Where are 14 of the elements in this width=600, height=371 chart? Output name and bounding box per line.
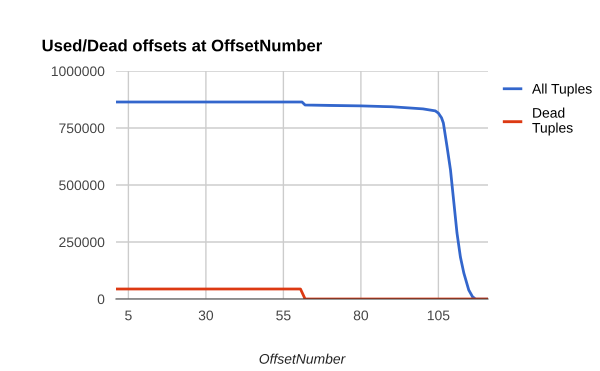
- y-tick-label: 250000: [59, 237, 104, 248]
- y-tick-label: 750000: [59, 123, 104, 134]
- x-axis-title: OffsetNumber: [260, 354, 346, 364]
- x-tick-label: 5: [125, 310, 132, 320]
- y-tick-label: 0: [98, 294, 104, 304]
- x-tick-label: 80: [354, 310, 368, 320]
- x-tick-label: 105: [428, 310, 450, 320]
- legend-label: Dead Tuples: [532, 108, 573, 136]
- legend-label: All Tuples: [532, 84, 592, 96]
- x-tick-label: 55: [276, 310, 291, 320]
- x-tick-label: 30: [198, 310, 214, 320]
- chart-title: Used/Dead offsets at OffsetNumber: [42, 39, 322, 52]
- y-tick-label: 1000000: [52, 66, 104, 76]
- y-tick-label: 500000: [59, 180, 104, 190]
